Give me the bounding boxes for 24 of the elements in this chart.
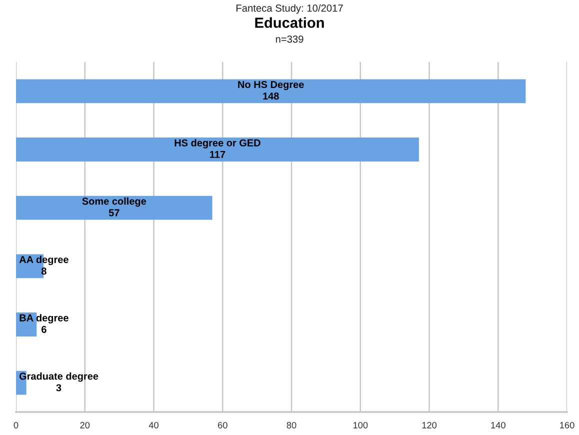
x-tick-label: 0 (14, 422, 18, 428)
data-label: 148 (263, 92, 279, 100)
bar (16, 79, 526, 104)
x-tick-label: 160 (560, 422, 574, 428)
data-label: 6 (42, 326, 46, 333)
bar (16, 312, 37, 336)
x-tick-label: 140 (491, 422, 506, 428)
x-tick-label: 40 (148, 422, 158, 428)
text: Fanteca Study: 10/2017 (236, 4, 343, 14)
bar (16, 196, 212, 220)
x-tick-label: 120 (422, 422, 437, 428)
y-tick-label: Some college (82, 197, 146, 207)
x-tick-label: 100 (353, 422, 368, 428)
data-label: 57 (108, 209, 120, 216)
data-label: 117 (210, 150, 226, 158)
x-tick-label: 20 (80, 422, 90, 428)
x-tick-label: 60 (218, 422, 228, 428)
x-tick-label: 80 (286, 422, 296, 428)
bar (16, 138, 419, 162)
data-label: 3 (56, 384, 62, 392)
y-tick-label: HS degree or GED (174, 139, 260, 148)
chart-title: Education (255, 17, 324, 28)
y-tick-label: No HS Degree (238, 80, 304, 90)
chart-subtitle: n=339 (276, 36, 304, 43)
